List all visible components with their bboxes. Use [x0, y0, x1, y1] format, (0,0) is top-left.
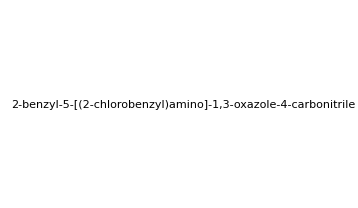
Text: 2-benzyl-5-[(2-chlorobenzyl)amino]-1,3-oxazole-4-carbonitrile: 2-benzyl-5-[(2-chlorobenzyl)amino]-1,3-o…: [11, 100, 355, 110]
